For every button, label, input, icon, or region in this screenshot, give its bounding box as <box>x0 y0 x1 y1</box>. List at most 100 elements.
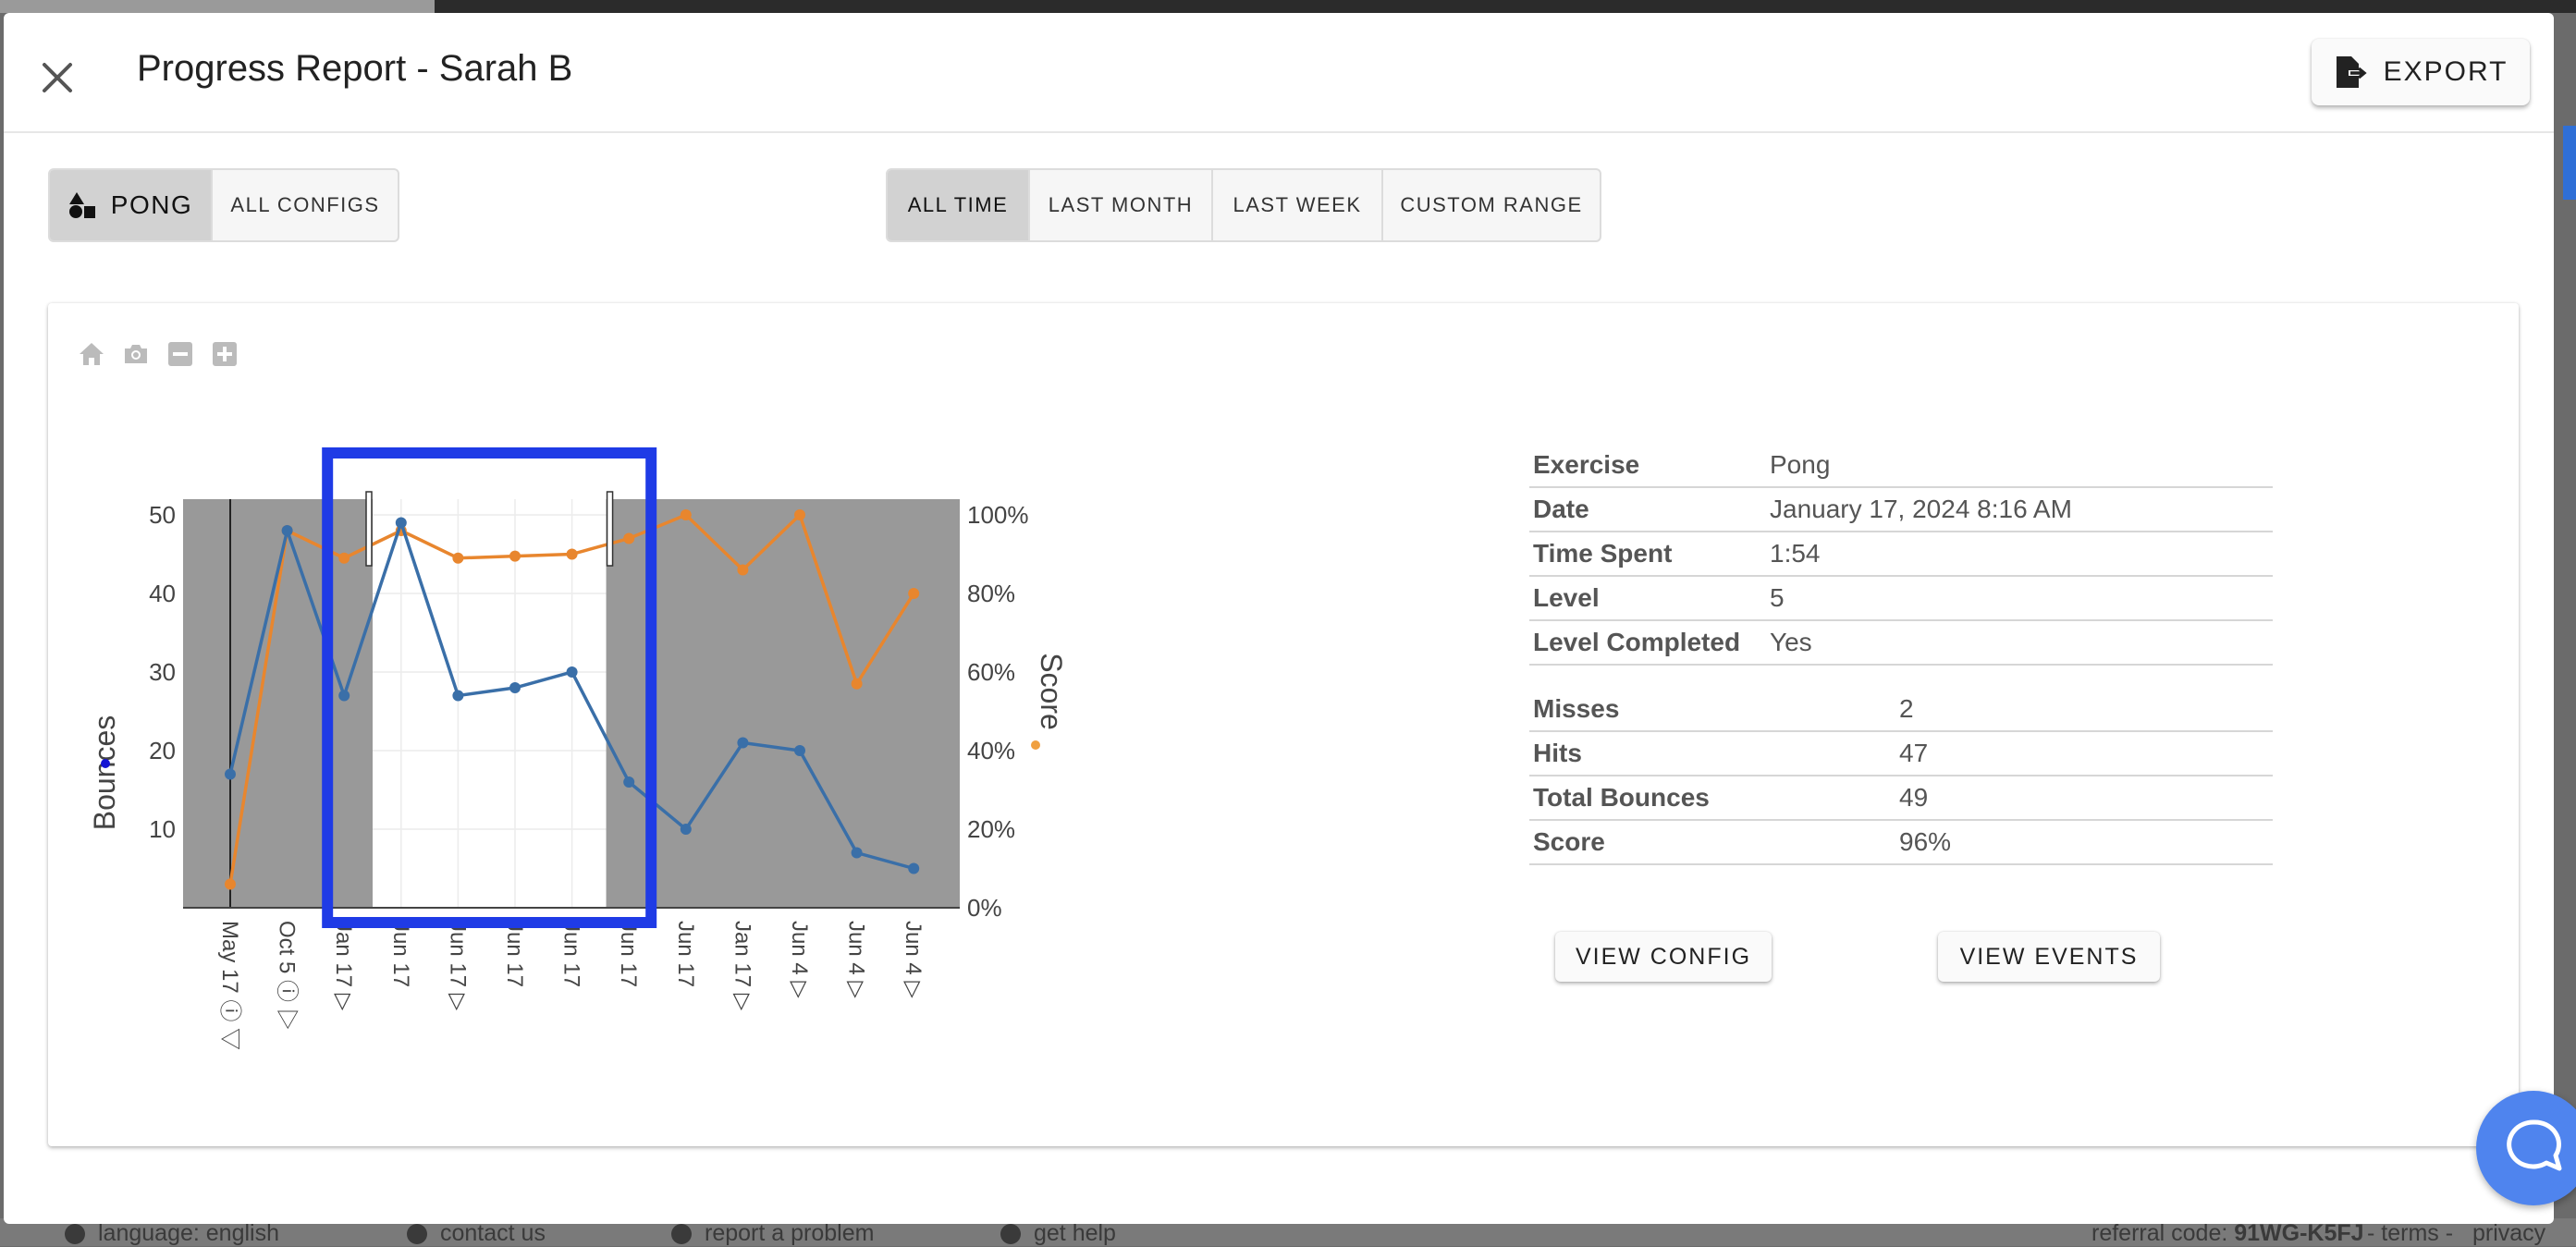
progress-chart[interactable]: Bounces Score 10 20 30 40 50 0% 20% 40% 60% 80% 10… <box>48 303 1121 1098</box>
detail-row: Misses 2 <box>1529 690 2273 732</box>
x-tick-label: Jun 17 <box>673 921 698 987</box>
detail-value: 2 <box>1899 694 1914 723</box>
bounces-point <box>623 776 635 788</box>
all-configs-button[interactable]: ALL CONFIGS <box>230 193 380 216</box>
game-filter-group: PONG ALL CONFIGS <box>48 168 399 242</box>
detail-label: Misses <box>1533 694 1620 723</box>
detail-label: Exercise <box>1533 450 1640 479</box>
bounces-point <box>338 690 350 702</box>
last-week-button[interactable]: LAST WEEK <box>1213 170 1383 240</box>
x-tick-label: May 17 ⓘ ▽ <box>217 921 242 1050</box>
detail-row: Time Spent 1:54 <box>1529 534 2273 577</box>
bounces-point <box>395 517 407 529</box>
x-tick-label: Jun 4 ▷ <box>901 921 926 998</box>
detail-value: 47 <box>1899 739 1929 767</box>
bounces-point <box>225 768 236 780</box>
detail-row: Hits 47 <box>1529 734 2273 776</box>
backdrop-top <box>0 0 2576 13</box>
score-point <box>509 550 521 562</box>
footer-help[interactable]: get help <box>1000 1220 1116 1247</box>
home-icon[interactable] <box>78 340 105 368</box>
detail-label: Time Spent <box>1533 539 1673 568</box>
detail-label: Level <box>1533 583 1600 612</box>
phone-icon <box>407 1224 427 1245</box>
view-config-button[interactable]: VIEW CONFIG <box>1555 932 1772 982</box>
background-page-edge <box>2563 126 2576 200</box>
zoom-out-icon[interactable] <box>166 340 194 368</box>
x-tick-label: Jan 17 ▷ <box>331 921 356 1011</box>
close-button[interactable] <box>35 55 80 100</box>
detail-label: Score <box>1533 827 1605 856</box>
bounces-point <box>737 737 749 749</box>
bounces-point <box>794 745 805 756</box>
pong-button[interactable]: PONG <box>50 170 213 240</box>
x-tick-label: Jun 17 <box>502 921 527 987</box>
last-month-button[interactable]: LAST MONTH <box>1030 170 1213 240</box>
y-tick-label: 30 <box>149 658 176 686</box>
y2-axis-title: Score <box>1035 653 1068 730</box>
detail-row: Total Bounces 49 <box>1529 778 2273 821</box>
y2-tick-label: 0% <box>967 894 1002 922</box>
dialog-header: Progress Report - Sarah B EXPORT <box>4 13 2554 133</box>
detail-label: Total Bounces <box>1533 783 1710 812</box>
detail-value: Pong <box>1770 450 1831 479</box>
detail-value: 5 <box>1770 583 1785 612</box>
y-tick-label: 40 <box>149 580 176 607</box>
bounces-point <box>851 847 863 859</box>
bounces-point <box>281 525 293 536</box>
bounces-point <box>566 666 578 678</box>
detail-value: 1:54 <box>1770 539 1821 568</box>
close-icon <box>43 63 72 92</box>
footer-language[interactable]: language: english <box>65 1220 279 1247</box>
export-file-icon <box>2336 56 2367 88</box>
export-label: EXPORT <box>2383 56 2509 87</box>
score-point <box>225 878 236 890</box>
report-card: Bounces Score 10 20 30 40 50 0% 20% 40% 60% 80% 10… <box>48 303 2519 1146</box>
camera-icon[interactable] <box>122 340 150 368</box>
y2-tick-label: 20% <box>967 815 1015 843</box>
custom-range-button[interactable]: CUSTOM RANGE <box>1400 193 1583 216</box>
progress-report-dialog: Progress Report - Sarah B EXPORT PONG AL… <box>4 13 2554 1224</box>
alert-icon <box>671 1224 692 1245</box>
bounces-point <box>452 690 464 702</box>
y2-tick-label: 100% <box>967 501 1029 529</box>
export-button[interactable]: EXPORT <box>2312 39 2530 105</box>
view-events-button[interactable]: VIEW EVENTS <box>1938 932 2160 982</box>
x-tick-label: Jun 17 <box>616 921 641 987</box>
footer-privacy[interactable]: privacy <box>2472 1220 2546 1246</box>
y2-tick-label: 80% <box>967 580 1015 607</box>
range-shade-right <box>606 499 960 908</box>
zoom-in-icon[interactable] <box>211 340 239 368</box>
score-point <box>737 564 749 576</box>
x-tick-label: Jun 4 ▷ <box>844 921 869 998</box>
detail-row: Level 5 <box>1529 579 2273 621</box>
x-tick-label: Oct 5 ⓘ ▷ <box>275 921 300 1031</box>
x-tick-label: Jun 17 <box>559 921 584 987</box>
all-time-button[interactable]: ALL TIME <box>888 170 1030 240</box>
footer-report[interactable]: report a problem <box>671 1220 874 1247</box>
chat-support-button[interactable] <box>2476 1091 2576 1205</box>
highlight-box <box>322 447 657 928</box>
dialog-title: Progress Report - Sarah B <box>137 48 573 89</box>
detail-value: Yes <box>1770 628 1812 656</box>
globe-icon <box>65 1224 85 1245</box>
pong-label: PONG <box>110 190 193 219</box>
detail-value: January 17, 2024 8:16 AM <box>1770 495 2072 523</box>
detail-label: Level Completed <box>1533 628 1741 656</box>
detail-label: Date <box>1533 495 1589 523</box>
score-legend-dot <box>1031 740 1040 750</box>
bounces-point <box>908 862 920 874</box>
footer-terms[interactable]: - terms - <box>2367 1220 2454 1246</box>
y-tick-label: 10 <box>149 815 176 843</box>
score-point <box>623 532 635 544</box>
range-handle-right <box>606 491 614 567</box>
session-details: Exercise Pong Date January 17, 2024 8:16 AM… <box>1529 446 2273 867</box>
x-tick-label: Jan 17 ▷ <box>730 921 754 1011</box>
y2-tick-label: 40% <box>967 737 1015 764</box>
detail-label: Hits <box>1533 739 1582 767</box>
detail-row: Date January 17, 2024 8:16 AM <box>1529 490 2273 532</box>
footer-contact[interactable]: contact us <box>407 1220 546 1247</box>
score-point <box>680 509 692 520</box>
y2-tick-label: 60% <box>967 658 1015 686</box>
time-range-group: ALL TIME LAST MONTH LAST WEEK CUSTOM RAN… <box>886 168 1601 242</box>
